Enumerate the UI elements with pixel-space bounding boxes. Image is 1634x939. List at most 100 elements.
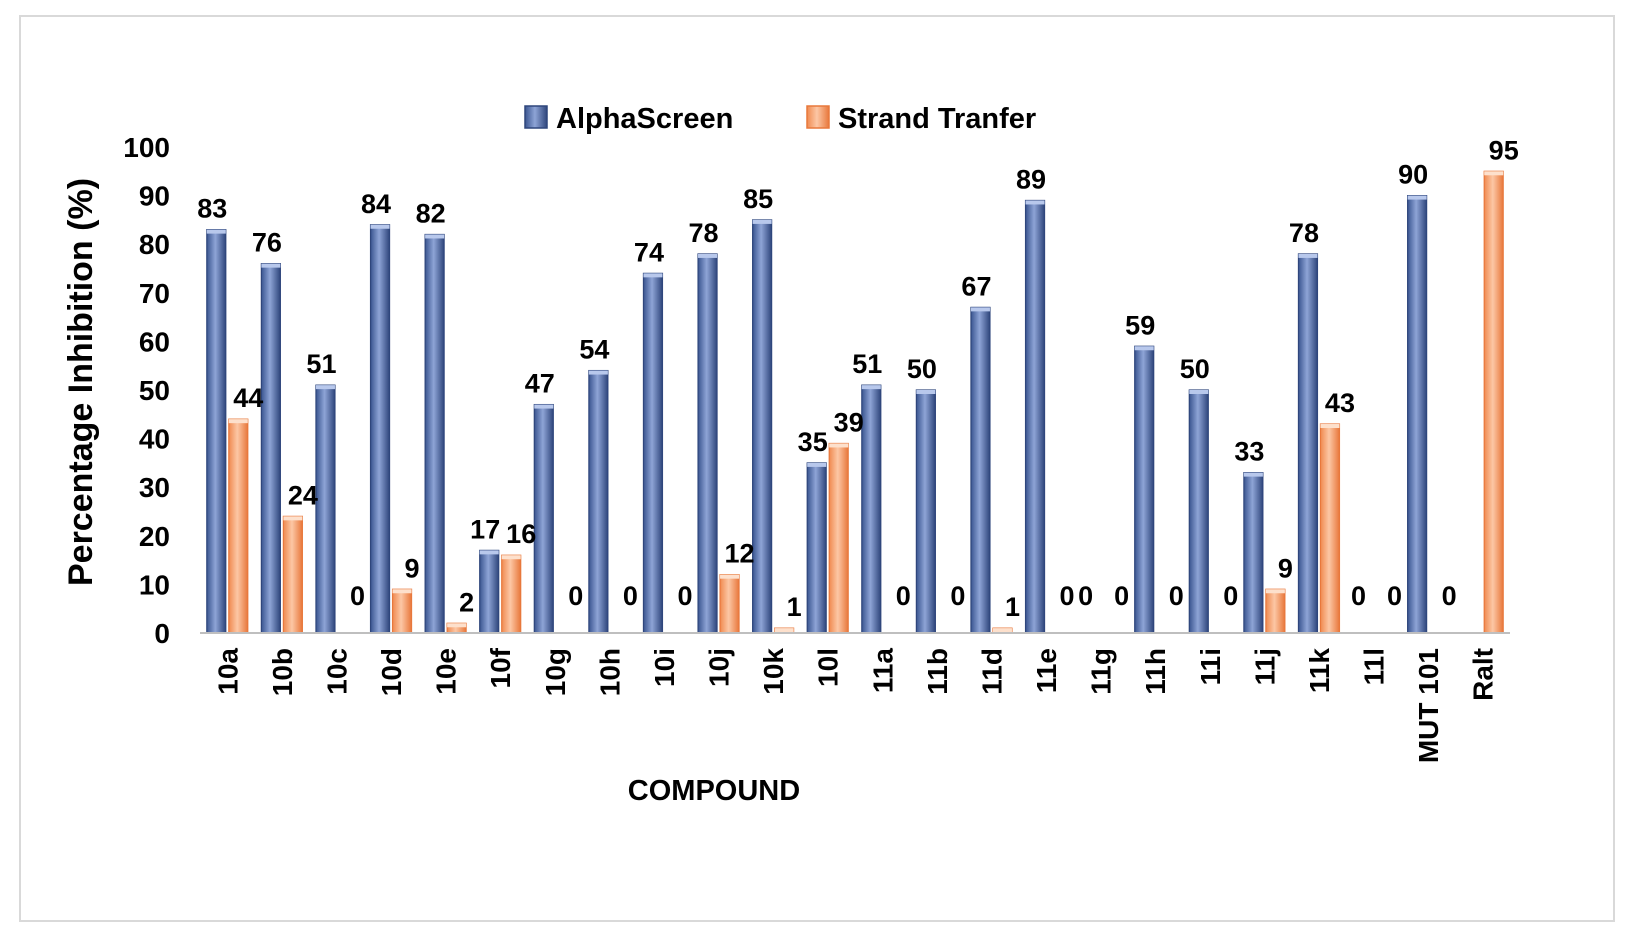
x-tick-label: Ralt	[1468, 648, 1499, 701]
bar-alphascreen-11d	[970, 306, 991, 634]
bar-alphascreen-10l	[806, 462, 827, 634]
data-label-alphascreen: 85	[743, 184, 773, 214]
y-tick-label: 100	[123, 132, 170, 163]
x-tick-label: 10j	[704, 648, 735, 687]
bar-strand-tranfer-10f	[501, 554, 522, 634]
x-tick-label: 10c	[321, 648, 352, 695]
x-tick-label: 10h	[594, 648, 625, 696]
data-label-strand-tranfer: 0	[1060, 581, 1075, 611]
bar-top-highlight	[1320, 424, 1340, 429]
bar-strand-tranfer-11k	[1319, 423, 1341, 634]
x-tick-label: 10i	[649, 648, 680, 687]
data-label-strand-tranfer: 0	[1442, 581, 1457, 611]
bar-top-highlight	[1265, 589, 1285, 594]
bar-alphascreen-10b	[260, 263, 281, 634]
data-label-strand-tranfer: 0	[1387, 581, 1402, 611]
bar-top-highlight	[206, 229, 226, 234]
data-label-alphascreen: 54	[579, 335, 609, 365]
bar-alphascreen-11a	[861, 384, 882, 634]
data-label-strand-tranfer: 12	[725, 539, 755, 569]
data-label-alphascreen: 76	[252, 228, 282, 258]
x-tick-label: 11j	[1249, 648, 1280, 685]
bar-top-highlight	[643, 273, 663, 278]
bar-top-highlight	[970, 307, 990, 312]
bar-top-highlight	[534, 404, 554, 409]
bar-alphascreen-11j	[1243, 472, 1264, 634]
y-axis-title: Percentage Inhibition (%)	[62, 178, 100, 586]
data-label-strand-tranfer: 0	[1169, 581, 1184, 611]
bar-alphascreen-11i	[1188, 389, 1209, 634]
bar-alphascreen-mut-101	[1407, 195, 1428, 634]
data-label-alphascreen: 90	[1398, 160, 1428, 190]
legend-label-alphascreen: AlphaScreen	[556, 103, 733, 135]
x-axis: 10a 10b 10c 10d 10e 10f 10g 10h 10i 10j 10k 10l 11a 1…	[200, 632, 1510, 763]
bar-top-highlight	[992, 628, 1012, 633]
legend-swatch-alphascreen	[524, 105, 548, 129]
data-label-alphascreen: 74	[634, 237, 664, 267]
bar-top-highlight	[261, 263, 281, 268]
x-tick-label: 10k	[758, 648, 789, 695]
bar-alphascreen-10e	[424, 233, 445, 634]
bar-top-highlight	[698, 253, 718, 258]
y-tick-label: 0	[154, 618, 170, 649]
bar-top-highlight	[1243, 472, 1263, 477]
bar-strand-tranfer-10b	[282, 515, 303, 634]
y-tick-label: 40	[139, 424, 170, 455]
data-label-alphascreen: 82	[416, 198, 446, 228]
data-label-strand-tranfer: 1	[1005, 592, 1020, 622]
data-label-alphascreen: 50	[1180, 354, 1210, 384]
data-label-alphascreen: 84	[361, 189, 391, 219]
bar-alphascreen-10d	[369, 224, 391, 634]
bar-alphascreen-10g	[533, 403, 554, 634]
data-label-alphascreen: 51	[306, 349, 336, 379]
data-label-strand-tranfer: 0	[1114, 581, 1129, 611]
bar-alphascreen-10f	[479, 549, 500, 634]
y-tick-label: 60	[139, 326, 170, 357]
bar-top-highlight	[829, 443, 849, 448]
data-label-alphascreen: 0	[1078, 581, 1093, 611]
bar-alphascreen-10h	[588, 369, 609, 634]
bar-top-highlight	[1189, 390, 1209, 394]
data-label-strand-tranfer: 0	[568, 581, 583, 611]
legend-swatch-strand-tranfer	[806, 105, 830, 129]
data-label-strand-tranfer: 44	[233, 383, 263, 413]
x-tick-label: 10g	[540, 648, 571, 696]
data-label-alphascreen: 47	[525, 369, 555, 399]
bar-strand-tranfer-10d	[391, 588, 413, 634]
data-label-alphascreen: 67	[961, 271, 991, 301]
y-tick-label: 70	[139, 278, 170, 309]
data-label-alphascreen: 51	[852, 349, 882, 379]
bar-top-highlight	[916, 390, 936, 394]
data-label-strand-tranfer: 39	[834, 407, 864, 437]
data-label-alphascreen: 33	[1234, 437, 1264, 467]
y-tick-label: 50	[139, 375, 170, 406]
bar-top-highlight	[752, 219, 772, 224]
data-label-alphascreen: 50	[907, 354, 937, 384]
x-tick-label: 10d	[376, 648, 407, 696]
data-label-strand-tranfer: 0	[950, 581, 965, 611]
y-tick-label: 80	[139, 229, 170, 260]
data-label-alphascreen: 83	[197, 194, 227, 224]
bar-top-highlight	[720, 574, 740, 579]
bar-alphascreen-10k	[752, 219, 773, 634]
bar-top-highlight	[501, 555, 521, 560]
bar-top-highlight	[1025, 200, 1045, 205]
data-label-alphascreen: 0	[1351, 581, 1366, 611]
bar-top-highlight	[1484, 171, 1504, 176]
bar-top-highlight	[807, 462, 827, 467]
data-label-alphascreen: 89	[1016, 164, 1046, 194]
data-label-strand-tranfer: 9	[405, 553, 420, 583]
bar-top-highlight	[774, 628, 794, 633]
x-tick-label: 11h	[1140, 648, 1171, 695]
y-tick-label: 90	[139, 181, 170, 212]
x-tick-label: 11g	[1086, 648, 1117, 695]
data-label-alphascreen: 17	[470, 514, 500, 544]
x-tick-label: 11k	[1304, 648, 1335, 694]
bar-top-highlight	[447, 623, 467, 628]
bar-strand-tranfer-10a	[228, 418, 249, 634]
x-tick-label: 11e	[1031, 648, 1062, 693]
data-label-strand-tranfer: 24	[288, 480, 318, 510]
data-label-strand-tranfer: 0	[1223, 581, 1238, 611]
